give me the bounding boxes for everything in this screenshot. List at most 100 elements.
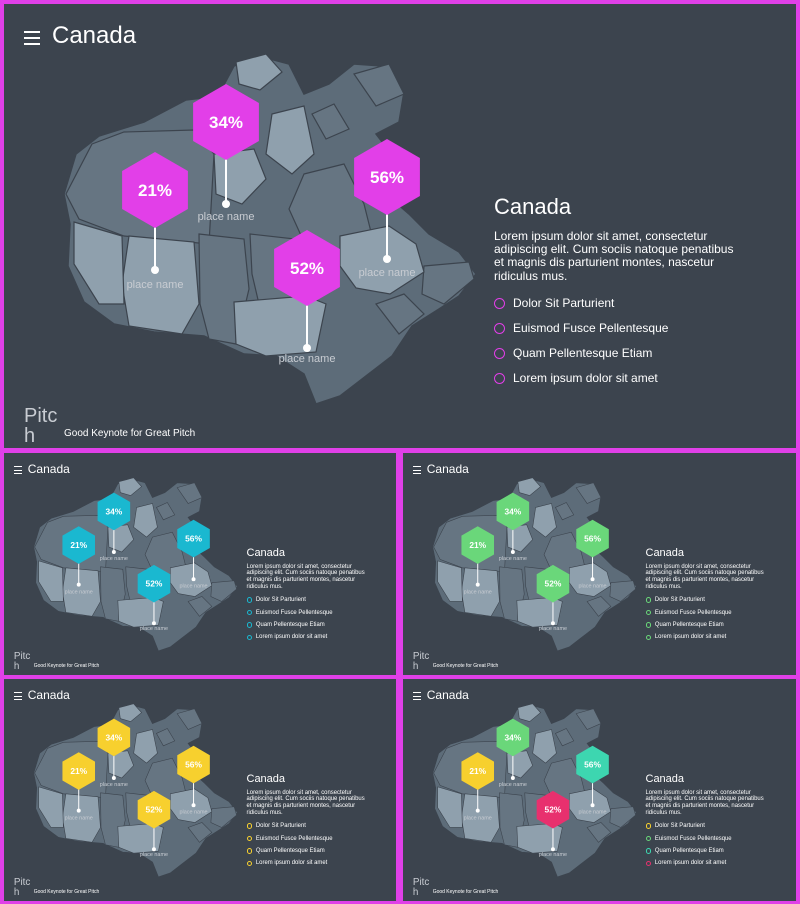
map-pin-3[interactable]: 56% place name bbox=[576, 519, 609, 590]
map-pin-4[interactable]: 52% place name bbox=[536, 564, 570, 632]
pin-place-label: place name bbox=[100, 556, 128, 562]
map-pin-1[interactable]: 34% place name bbox=[193, 84, 259, 223]
pin-place-label: place name bbox=[179, 584, 207, 590]
map-pin-4[interactable]: 52% place name bbox=[536, 790, 570, 858]
map-pin-2[interactable]: 21% place name bbox=[461, 526, 495, 596]
map-pin-1[interactable]: 34% place name bbox=[496, 718, 530, 788]
map-pin-4[interactable]: 52% place name bbox=[137, 790, 171, 858]
pin-dot bbox=[510, 776, 515, 780]
brand-logo: Pitc h bbox=[413, 652, 429, 672]
pin-hexagon bbox=[137, 564, 171, 603]
list-item-label: Dolor Sit Parturient bbox=[513, 296, 615, 311]
pin-place-label: place name bbox=[100, 782, 128, 788]
map-pin-1[interactable]: 34% place name bbox=[97, 718, 131, 788]
bullet-circle-icon bbox=[246, 622, 252, 628]
menu-icon[interactable] bbox=[412, 692, 421, 702]
pin-value: 52% bbox=[146, 579, 163, 589]
list-item-label: Lorem ipsum dolor sit amet bbox=[654, 860, 727, 867]
pin-dot bbox=[151, 847, 156, 852]
pin-place-label: place name bbox=[65, 816, 93, 822]
pin-value: 52% bbox=[545, 579, 562, 589]
bullet-circle-icon bbox=[645, 597, 651, 603]
tagline: Good Keynote for Great Pitch bbox=[33, 662, 100, 669]
pin-dot bbox=[111, 776, 116, 780]
menu-icon[interactable] bbox=[13, 466, 22, 476]
pin-hexagon bbox=[137, 790, 171, 829]
map-pin-2[interactable]: 21% place name bbox=[122, 152, 188, 291]
bullet-circle-icon bbox=[645, 634, 651, 640]
bullet-circle-icon bbox=[494, 297, 505, 309]
pin-hexagon bbox=[97, 718, 131, 757]
menu-icon[interactable] bbox=[412, 466, 421, 476]
map-pin-3[interactable]: 56% place name bbox=[177, 519, 210, 590]
pin-hexagon bbox=[177, 745, 210, 784]
pin-dot bbox=[590, 577, 595, 582]
pin-dot bbox=[151, 266, 159, 274]
list-item: Quam Pellentesque Etiam bbox=[246, 845, 371, 857]
bullet-circle-icon bbox=[645, 835, 651, 842]
pin-value: 21% bbox=[138, 181, 172, 200]
tagline: Good Keynote for Great Pitch bbox=[33, 888, 100, 895]
brand-line-2: h bbox=[13, 886, 20, 898]
pin-value: 56% bbox=[185, 534, 202, 544]
list-item: Euismod Fusce Pellentesque bbox=[494, 316, 744, 341]
map-pin-2[interactable]: 21% place name bbox=[62, 752, 96, 822]
pin-dot bbox=[475, 808, 480, 813]
pin-hexagon bbox=[536, 564, 570, 603]
pin-dot bbox=[222, 200, 230, 208]
slide-title: Canada bbox=[52, 22, 137, 49]
map-pin-3[interactable]: 56% place name bbox=[576, 745, 609, 816]
list-item-label: Quam Pellentesque Etiam bbox=[513, 346, 653, 361]
bullet-circle-icon bbox=[645, 823, 651, 829]
map-pin-2[interactable]: 21% place name bbox=[461, 752, 495, 822]
brand-logo: Pitc h bbox=[14, 652, 30, 672]
map-pin-3[interactable]: 56% place name bbox=[177, 745, 210, 816]
map-pin-4[interactable]: 52% place name bbox=[274, 230, 340, 365]
map-pin-1[interactable]: 34% place name bbox=[496, 492, 530, 562]
pin-value: 21% bbox=[70, 540, 87, 550]
pin-hexagon bbox=[536, 790, 570, 829]
map-pin-1[interactable]: 34% place name bbox=[97, 492, 131, 562]
list-item-label: Lorem ipsum dolor sit amet bbox=[255, 860, 328, 867]
pin-hexagon bbox=[576, 519, 609, 558]
list-item: Euismod Fusce Pellentesque bbox=[645, 606, 770, 618]
pin-dot bbox=[111, 550, 116, 554]
info-body: Lorem ipsum dolor sit amet, consectetur … bbox=[246, 789, 365, 816]
info-panel: Canada Lorem ipsum dolor sit amet, consec… bbox=[645, 773, 770, 869]
pin-dot bbox=[550, 621, 555, 626]
pin-place-label: place name bbox=[359, 267, 416, 279]
list-item-label: Euismod Fusce Pellentesque bbox=[255, 835, 333, 842]
pin-hexagon bbox=[62, 752, 96, 790]
list-item: Euismod Fusce Pellentesque bbox=[246, 606, 371, 618]
menu-icon[interactable] bbox=[13, 692, 22, 702]
info-body: Lorem ipsum dolor sit amet, consectetur … bbox=[494, 229, 734, 283]
list-item: Quam Pellentesque Etiam bbox=[494, 341, 744, 366]
menu-icon[interactable] bbox=[24, 31, 40, 49]
pin-place-label: place name bbox=[499, 556, 527, 562]
pin-value: 21% bbox=[469, 540, 486, 550]
map-pin-4[interactable]: 52% place name bbox=[137, 564, 171, 632]
pin-place-label: place name bbox=[539, 626, 567, 632]
pin-dot bbox=[303, 344, 311, 352]
pin-hexagon bbox=[461, 752, 495, 790]
pin-dot bbox=[475, 582, 480, 587]
list-item-label: Dolor Sit Parturient bbox=[654, 597, 705, 604]
map-pin-2[interactable]: 21% place name bbox=[62, 526, 96, 596]
map-pin-3[interactable]: 56% place name bbox=[354, 139, 420, 279]
bullet-circle-icon bbox=[246, 634, 252, 640]
list-item: Dolor Sit Parturient bbox=[645, 594, 770, 606]
list-item: Lorem ipsum dolor sit amet bbox=[246, 857, 371, 869]
list-item: Dolor Sit Parturient bbox=[645, 820, 770, 832]
pin-place-label: place name bbox=[279, 353, 336, 365]
pin-value: 34% bbox=[504, 506, 521, 516]
list-item-label: Dolor Sit Parturient bbox=[255, 823, 306, 830]
bullet-circle-icon bbox=[246, 835, 252, 842]
info-panel: Canada Lorem ipsum dolor sit amet, consec… bbox=[494, 194, 744, 391]
pin-dot bbox=[510, 550, 515, 554]
pin-dot bbox=[191, 803, 196, 808]
slide-5: 34% place name 21% place name 56% place name 5… bbox=[403, 679, 796, 901]
